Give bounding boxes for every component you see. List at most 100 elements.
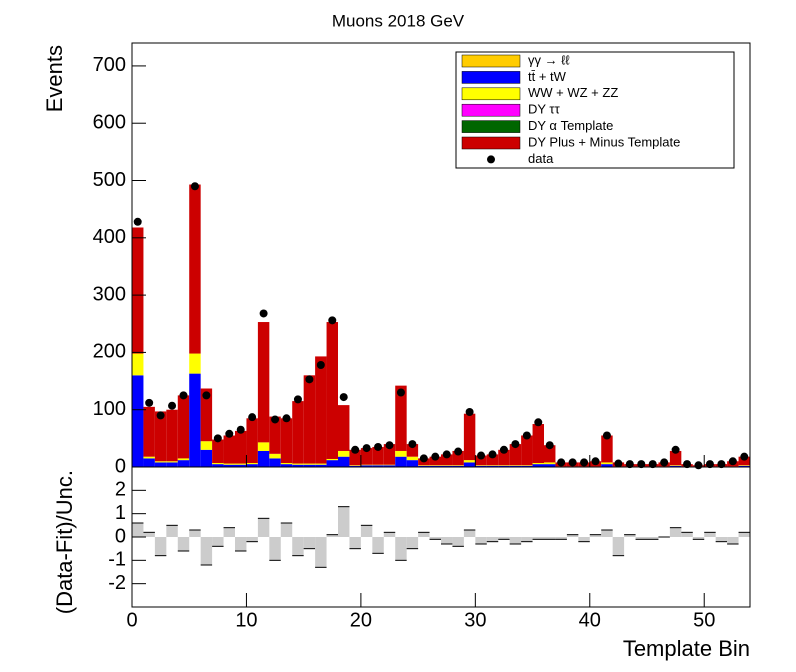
stack-segment xyxy=(498,465,510,467)
chart-title: Muons 2018 GeV xyxy=(332,11,465,30)
stack-segment xyxy=(177,395,190,459)
ratio-bar xyxy=(521,537,533,542)
ratio-bar xyxy=(315,537,327,568)
stack-segment xyxy=(200,441,213,450)
ratio-bar xyxy=(715,537,728,542)
stack-segment xyxy=(509,444,522,466)
data-point xyxy=(557,458,566,467)
ratio-y-tick-label: 1 xyxy=(115,502,126,524)
y-tick-label: 100 xyxy=(93,398,126,420)
stack-segment xyxy=(246,462,258,465)
stack-segment xyxy=(269,458,281,467)
ratio-bar xyxy=(441,537,453,544)
stack-segment xyxy=(212,439,224,463)
data-point xyxy=(385,441,394,450)
data-point xyxy=(156,411,165,420)
data-point xyxy=(614,459,623,468)
stack-segment xyxy=(269,416,281,454)
stack-segment xyxy=(246,464,258,467)
stack-segment xyxy=(509,465,522,467)
stack-segment xyxy=(303,464,316,467)
stack-segment xyxy=(372,465,384,467)
ratio-bar xyxy=(704,532,716,537)
ratio-bar xyxy=(406,537,419,549)
stack-segment xyxy=(395,385,407,451)
data-point xyxy=(442,450,451,459)
data-point xyxy=(488,450,497,459)
ratio-bar xyxy=(475,537,487,544)
stack-segment xyxy=(429,465,441,467)
legend-label: tt̄ + tW xyxy=(528,69,567,84)
data-point xyxy=(568,458,577,467)
stack-segment xyxy=(132,227,144,354)
stack-segment xyxy=(475,455,487,466)
stack-segment xyxy=(257,450,270,467)
stack-segment xyxy=(360,465,373,467)
stack-segment xyxy=(189,353,201,374)
stack-segment xyxy=(315,463,327,465)
stack-segment xyxy=(486,465,499,467)
stack-segment xyxy=(154,462,167,467)
ratio-bar xyxy=(738,532,750,537)
ratio-bar xyxy=(635,537,647,540)
ratio-y-tick-label: -2 xyxy=(108,572,126,594)
stack-segment xyxy=(372,446,384,465)
legend-label: DY Plus + Minus Template xyxy=(528,134,680,149)
ratio-bar xyxy=(166,525,178,537)
ratio-bar xyxy=(727,537,739,544)
stack-segment xyxy=(154,461,167,463)
ratio-bar xyxy=(280,523,293,537)
ratio-y-tick-label: -1 xyxy=(108,549,126,571)
data-point xyxy=(671,445,680,454)
data-point xyxy=(660,458,669,467)
stack-segment xyxy=(486,454,499,466)
stack-segment xyxy=(486,465,499,466)
stack-segment xyxy=(532,462,544,465)
stack-segment xyxy=(463,413,476,461)
stack-segment xyxy=(303,375,316,464)
stack-segment xyxy=(532,464,544,467)
legend-label: WW + WZ + ZZ xyxy=(528,85,618,100)
stack-segment xyxy=(292,401,304,464)
ratio-bar xyxy=(509,537,522,544)
data-point xyxy=(431,452,440,461)
legend-label: DY α Template xyxy=(528,118,613,133)
stack-segment xyxy=(372,464,384,466)
stack-segment xyxy=(349,465,361,466)
data-point xyxy=(305,375,314,384)
stack-segment xyxy=(315,464,327,467)
data-point xyxy=(213,434,222,443)
stack-segment xyxy=(738,456,750,466)
data-point xyxy=(625,460,634,469)
stack-segment xyxy=(452,465,464,466)
ratio-bar xyxy=(463,530,476,537)
x-tick-label: 50 xyxy=(693,609,715,631)
stack-segment xyxy=(498,449,510,466)
legend-swatch xyxy=(461,103,521,117)
ratio-bar xyxy=(246,537,258,542)
data-point xyxy=(591,457,600,466)
ratio-bar xyxy=(566,534,579,537)
stack-segment xyxy=(292,463,304,465)
stack-segment xyxy=(669,450,682,466)
stack-segment xyxy=(406,444,419,457)
stack-segment xyxy=(177,458,190,461)
ratio-bar xyxy=(692,537,705,540)
ratio-bar xyxy=(601,530,613,537)
stack-segment xyxy=(395,450,407,457)
stack-segment xyxy=(280,418,293,463)
data-point xyxy=(499,445,508,454)
data-point xyxy=(728,457,737,466)
stack-segment xyxy=(452,465,464,467)
stack-segment xyxy=(383,465,396,467)
x-tick-label: 20 xyxy=(350,609,372,631)
stack-segment xyxy=(338,405,350,451)
stack-segment xyxy=(257,442,270,451)
stack-segment xyxy=(418,465,430,466)
stack-segment xyxy=(441,454,453,466)
ratio-bar xyxy=(532,537,544,540)
data-point xyxy=(454,447,463,456)
data-point xyxy=(522,431,531,440)
ratio-bar xyxy=(544,537,556,540)
data-point xyxy=(545,441,554,450)
